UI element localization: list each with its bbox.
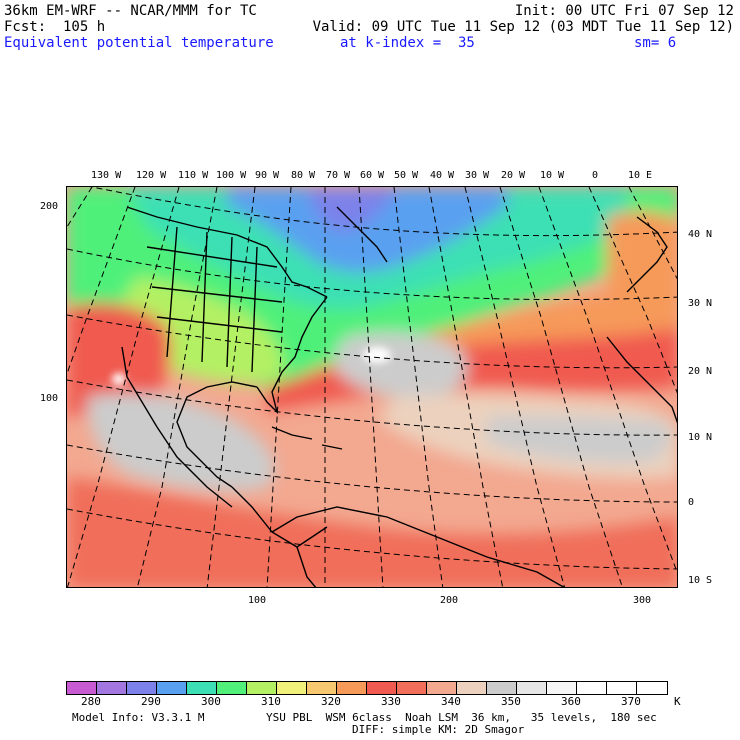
- colorbar-swatch: [607, 682, 637, 694]
- colorbar-label: 280: [81, 695, 101, 708]
- lon-label: 20 W: [501, 170, 526, 181]
- map-canvas: [67, 187, 677, 587]
- diffusion-options: DIFF: simple KM: 2D Smagor: [352, 723, 525, 736]
- theta-e-map: [66, 186, 678, 588]
- lon-label: 80 W: [291, 170, 316, 181]
- colorbar-swatch: [127, 682, 157, 694]
- lon-label: 50 W: [394, 170, 419, 181]
- colorbar-label: 340: [441, 695, 461, 708]
- grid-y-label: 200: [40, 201, 59, 212]
- lat-label: 10 S: [688, 575, 713, 586]
- colorbar-swatch: [247, 682, 277, 694]
- lon-label: 60 W: [360, 170, 385, 181]
- vertical-level: at k-index = 35: [340, 35, 475, 51]
- graticule: [67, 187, 677, 587]
- lat-label: 40 N: [688, 229, 713, 240]
- colorbar-swatch: [397, 682, 427, 694]
- colorbar-unit: K: [674, 695, 681, 708]
- colorbar-swatch: [637, 682, 667, 694]
- colorbar-swatch: [307, 682, 337, 694]
- lon-label: 100 W: [216, 170, 247, 181]
- theta-e-max: [112, 347, 391, 385]
- colorbar-swatch: [337, 682, 367, 694]
- coastlines: [121, 206, 677, 587]
- lon-label: 30 W: [465, 170, 490, 181]
- colorbar-label: 350: [501, 695, 521, 708]
- physics-options: YSU PBL WSM 6class Noah LSM 36 km, 35 le…: [266, 711, 657, 724]
- field-name: Equivalent potential temperature: [4, 35, 274, 51]
- smoothing-value: sm= 6: [634, 35, 677, 51]
- lon-label: 70 W: [326, 170, 351, 181]
- lon-label: 0: [592, 170, 599, 181]
- colorbar-label: 330: [381, 695, 401, 708]
- lon-label: 40 W: [430, 170, 455, 181]
- colorbar-label: 300: [201, 695, 221, 708]
- colorbar-swatch: [487, 682, 517, 694]
- colorbar-swatch: [577, 682, 607, 694]
- color-scale-bar: [66, 681, 668, 695]
- lon-label: 120 W: [136, 170, 167, 181]
- colorbar-swatch: [367, 682, 397, 694]
- colorbar-swatch: [517, 682, 547, 694]
- colorbar-swatch: [427, 682, 457, 694]
- lat-label: 10 N: [688, 432, 713, 443]
- colorbar-label: 290: [141, 695, 161, 708]
- colorbar-swatch: [187, 682, 217, 694]
- colorbar-label: 320: [321, 695, 341, 708]
- lon-label: 110 W: [178, 170, 209, 181]
- grid-x-label: 100: [248, 595, 267, 606]
- colorbar-swatch: [457, 682, 487, 694]
- init-time: Init: 00 UTC Fri 07 Sep 12: [514, 3, 734, 19]
- colorbar-swatch: [547, 682, 577, 694]
- lon-label: 10 W: [540, 170, 565, 181]
- lat-label: 20 N: [688, 366, 713, 377]
- theta-e-field: [67, 187, 677, 587]
- lon-label: 90 W: [255, 170, 280, 181]
- colorbar-swatch: [97, 682, 127, 694]
- model-title: 36km EM-WRF -- NCAR/MMM for TC: [4, 3, 257, 19]
- colorbar-label: 310: [261, 695, 281, 708]
- colorbar-swatch: [67, 682, 97, 694]
- grid-y-label: 100: [40, 393, 59, 404]
- colorbar-swatch: [277, 682, 307, 694]
- colorbar-swatch: [217, 682, 247, 694]
- lat-label: 0: [688, 497, 695, 508]
- colorbar-label: 360: [561, 695, 581, 708]
- lon-label: 130 W: [91, 170, 122, 181]
- valid-time: Valid: 09 UTC Tue 11 Sep 12 (03 MDT Tue …: [312, 19, 734, 35]
- forecast-hour: Fcst: 105 h: [4, 19, 106, 35]
- colorbar-label: 370: [621, 695, 641, 708]
- colorbar-swatch: [157, 682, 187, 694]
- lat-label: 30 N: [688, 298, 713, 309]
- grid-x-label: 200: [440, 595, 459, 606]
- lon-label: 10 E: [628, 170, 653, 181]
- model-info: Model Info: V3.3.1 M: [72, 711, 205, 724]
- grid-x-label: 300: [633, 595, 652, 606]
